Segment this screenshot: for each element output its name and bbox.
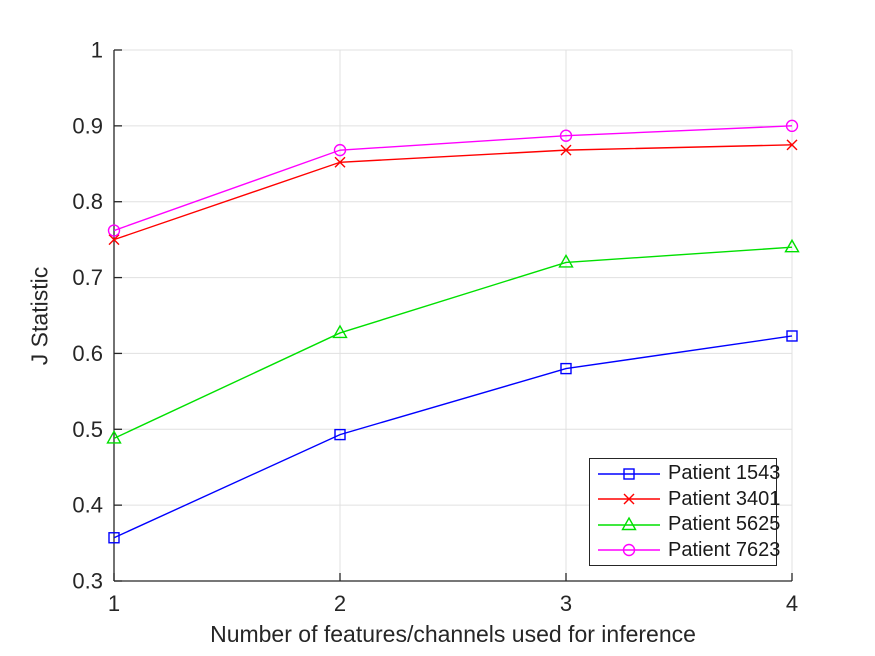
legend-sample-square bbox=[598, 468, 660, 480]
x-tick-label: 4 bbox=[786, 591, 798, 616]
legend-item: Patient 7623 bbox=[590, 538, 780, 563]
legend-sample-triangle bbox=[598, 516, 660, 530]
x-marker bbox=[108, 234, 120, 246]
x-tick-label: 3 bbox=[560, 591, 572, 616]
y-tick-label: 0.6 bbox=[72, 341, 103, 366]
series-line bbox=[113, 246, 793, 440]
legend-item: Patient 1543 bbox=[590, 461, 780, 486]
x-tick-label: 2 bbox=[334, 591, 346, 616]
y-tick-label: 1 bbox=[91, 38, 103, 63]
legend-label: Patient 3401 bbox=[668, 487, 781, 510]
legend-label: Patient 5625 bbox=[668, 513, 781, 536]
square-marker bbox=[334, 428, 346, 441]
circle-marker bbox=[333, 143, 347, 157]
y-tick-label: 0.3 bbox=[72, 569, 103, 594]
square-marker bbox=[786, 330, 798, 342]
y-tick-label: 0.9 bbox=[72, 113, 103, 138]
y-axis-label: J Statistic bbox=[26, 266, 53, 366]
x-marker bbox=[623, 493, 635, 505]
triangle-marker bbox=[621, 516, 637, 530]
triangle-marker bbox=[784, 238, 800, 253]
x-marker bbox=[560, 144, 572, 156]
triangle-marker bbox=[332, 324, 348, 339]
triangle-marker bbox=[106, 429, 122, 444]
square-marker bbox=[108, 532, 120, 544]
circle-marker bbox=[785, 119, 799, 133]
x-marker bbox=[334, 156, 346, 168]
series-line bbox=[113, 125, 793, 232]
x-axis-label: Number of features/channels used for inf… bbox=[210, 621, 696, 647]
triangle-marker bbox=[558, 253, 574, 268]
legend-label: Patient 7623 bbox=[668, 538, 781, 561]
circle-marker bbox=[622, 544, 636, 557]
series-line bbox=[113, 335, 793, 539]
legend: Patient 1543 Patient 3401 Patient 5625 Pati… bbox=[589, 458, 780, 566]
x-marker bbox=[786, 139, 798, 151]
x-tick-label: 1 bbox=[108, 591, 120, 616]
series-line bbox=[113, 144, 793, 241]
y-tick-label: 0.5 bbox=[72, 417, 103, 442]
legend-item: Patient 3401 bbox=[590, 487, 780, 512]
legend-item: Patient 5625 bbox=[590, 512, 780, 537]
y-tick-label: 0.4 bbox=[72, 493, 103, 518]
y-tick-label: 0.8 bbox=[72, 189, 103, 214]
legend-label: Patient 1543 bbox=[668, 462, 781, 485]
legend-sample-circle bbox=[598, 544, 660, 557]
legend-sample-x bbox=[598, 493, 660, 505]
circle-marker bbox=[107, 224, 121, 237]
y-tick-label: 0.7 bbox=[72, 265, 103, 290]
circle-marker bbox=[559, 129, 573, 142]
square-marker bbox=[560, 362, 572, 375]
square-marker bbox=[623, 468, 635, 480]
